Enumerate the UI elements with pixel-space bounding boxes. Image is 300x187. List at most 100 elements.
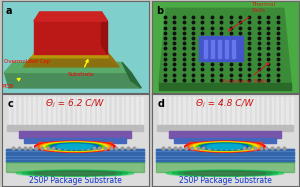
- Bar: [227, 97, 230, 126]
- Ellipse shape: [193, 142, 257, 151]
- Text: Thermal
Balls: Thermal Balls: [228, 2, 276, 31]
- Polygon shape: [106, 50, 119, 67]
- Bar: [242, 97, 245, 126]
- Bar: [247, 97, 250, 126]
- Bar: [107, 97, 110, 126]
- Ellipse shape: [34, 141, 116, 152]
- Bar: [237, 97, 240, 126]
- Bar: [169, 97, 171, 126]
- Bar: [141, 97, 144, 126]
- Ellipse shape: [16, 170, 134, 177]
- Bar: [6, 157, 144, 158]
- Bar: [174, 138, 277, 143]
- Text: PCB: PCB: [2, 78, 20, 89]
- Bar: [156, 151, 294, 153]
- Text: d: d: [158, 99, 164, 109]
- Bar: [156, 149, 294, 162]
- Bar: [122, 97, 124, 126]
- Bar: [6, 151, 144, 153]
- Bar: [262, 97, 264, 126]
- Ellipse shape: [188, 142, 262, 152]
- Bar: [19, 131, 131, 138]
- Polygon shape: [101, 12, 107, 54]
- Bar: [97, 97, 100, 126]
- Polygon shape: [31, 50, 112, 58]
- Ellipse shape: [22, 171, 128, 176]
- Bar: [6, 149, 144, 150]
- Bar: [164, 97, 166, 126]
- Ellipse shape: [184, 141, 266, 152]
- Bar: [53, 97, 56, 126]
- Text: a: a: [6, 6, 12, 16]
- Ellipse shape: [40, 142, 110, 151]
- Bar: [102, 97, 105, 126]
- Bar: [58, 97, 61, 126]
- Bar: [117, 97, 119, 126]
- Polygon shape: [4, 72, 141, 88]
- Bar: [281, 97, 284, 126]
- Bar: [218, 97, 220, 126]
- Bar: [156, 149, 294, 150]
- Bar: [211, 40, 214, 58]
- Bar: [24, 138, 127, 143]
- Polygon shape: [34, 21, 107, 54]
- Bar: [156, 157, 294, 158]
- Bar: [73, 97, 75, 126]
- Bar: [92, 97, 95, 126]
- Polygon shape: [24, 58, 119, 67]
- Ellipse shape: [190, 142, 260, 151]
- Ellipse shape: [207, 144, 243, 149]
- Bar: [48, 97, 51, 126]
- Bar: [6, 162, 144, 172]
- Ellipse shape: [204, 144, 246, 150]
- Bar: [257, 97, 260, 126]
- Ellipse shape: [184, 171, 266, 175]
- Bar: [87, 97, 90, 126]
- Bar: [156, 162, 294, 172]
- Bar: [6, 149, 144, 162]
- Bar: [156, 160, 294, 161]
- Bar: [188, 97, 191, 126]
- Text: Θⱼ = 4.8 C/W: Θⱼ = 4.8 C/W: [196, 99, 254, 108]
- Bar: [204, 40, 207, 58]
- Bar: [6, 160, 144, 161]
- Bar: [218, 40, 221, 58]
- Bar: [272, 97, 274, 126]
- Polygon shape: [122, 62, 141, 88]
- Bar: [6, 154, 144, 155]
- Ellipse shape: [54, 144, 96, 150]
- Bar: [14, 97, 16, 126]
- Bar: [33, 97, 36, 126]
- Bar: [232, 97, 235, 126]
- Ellipse shape: [196, 143, 254, 151]
- Polygon shape: [34, 12, 107, 21]
- Bar: [131, 97, 134, 126]
- Ellipse shape: [57, 144, 93, 149]
- Bar: [19, 97, 21, 126]
- Bar: [169, 131, 281, 138]
- Bar: [159, 97, 161, 126]
- Bar: [38, 142, 112, 145]
- Bar: [24, 97, 26, 126]
- Bar: [63, 97, 65, 126]
- Bar: [82, 97, 85, 126]
- Ellipse shape: [46, 143, 104, 151]
- Bar: [68, 97, 70, 126]
- Ellipse shape: [201, 143, 249, 150]
- Ellipse shape: [172, 171, 278, 176]
- Bar: [43, 97, 46, 126]
- Ellipse shape: [199, 143, 251, 150]
- Bar: [267, 97, 269, 126]
- Bar: [127, 97, 129, 126]
- Text: 2S0P Package Substrate: 2S0P Package Substrate: [178, 176, 272, 185]
- Ellipse shape: [28, 171, 122, 176]
- Ellipse shape: [49, 143, 101, 150]
- Bar: [232, 40, 235, 58]
- Bar: [223, 97, 225, 126]
- Ellipse shape: [34, 171, 116, 175]
- Bar: [77, 97, 80, 126]
- Ellipse shape: [43, 142, 107, 151]
- Text: b: b: [156, 6, 163, 16]
- Bar: [208, 97, 211, 126]
- Text: Θⱼ = 6.2 C/W: Θⱼ = 6.2 C/W: [46, 99, 104, 108]
